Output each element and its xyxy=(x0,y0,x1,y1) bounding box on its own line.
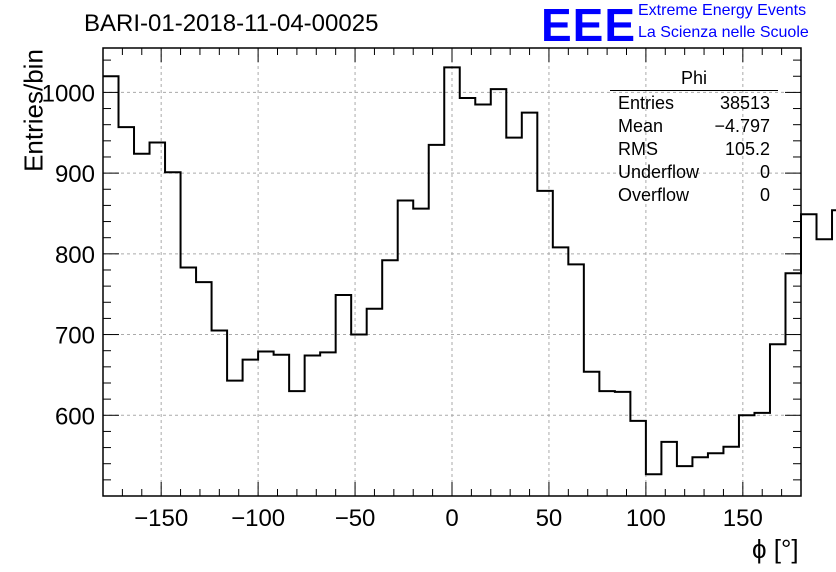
stats-label: Entries xyxy=(618,93,675,113)
histogram-bin xyxy=(150,142,166,496)
histogram-bin xyxy=(584,372,600,496)
logo-line-1: Extreme Energy Events xyxy=(638,2,807,19)
y-tick-label: 1000 xyxy=(42,80,95,107)
histogram-bin xyxy=(661,442,677,496)
histogram-bin xyxy=(165,172,181,496)
histogram-bin xyxy=(491,89,507,496)
stats-value: 38513 xyxy=(719,93,770,113)
histogram-line xyxy=(103,66,836,476)
histogram-bin xyxy=(336,295,352,496)
histogram-bin xyxy=(522,113,538,496)
histogram-bin xyxy=(429,145,445,496)
histogram-bin xyxy=(754,413,770,496)
stats-box: Phi Entries 38513 Mean −4.797 RMS 105.2 … xyxy=(610,68,778,207)
histogram-bin xyxy=(460,98,476,496)
histogram-bin xyxy=(708,453,724,496)
histogram-bin xyxy=(553,247,569,496)
histogram-bin xyxy=(537,191,553,496)
y-tick-label: 900 xyxy=(55,161,95,188)
histogram-bin xyxy=(599,391,615,496)
histogram-bin xyxy=(615,392,631,496)
histogram-bin xyxy=(134,154,150,496)
histogram-bin xyxy=(785,273,801,496)
stats-row-rms: RMS 105.2 xyxy=(610,138,778,161)
histogram-bin xyxy=(817,239,833,496)
histogram-bin xyxy=(506,138,522,496)
stats-row-overflow: Overflow 0 xyxy=(610,184,778,207)
histogram-bin xyxy=(475,105,491,496)
histogram-bin xyxy=(646,474,662,496)
histogram-bin xyxy=(227,381,243,496)
histogram-bin xyxy=(382,260,398,496)
y-tick-label: 800 xyxy=(55,242,95,269)
histogram-bin xyxy=(181,268,197,496)
x-tick-label: 100 xyxy=(626,505,666,532)
histogram-bin xyxy=(367,309,383,496)
stats-row-mean: Mean −4.797 xyxy=(610,115,778,138)
stats-label: Underflow xyxy=(618,162,700,182)
histogram-bin xyxy=(692,457,708,496)
histogram-bin xyxy=(320,352,336,496)
histogram-bin xyxy=(568,264,584,496)
x-tick-label: 0 xyxy=(445,505,458,532)
y-axis-label: Entries/bin xyxy=(18,49,49,172)
chart-title: BARI-01-2018-11-04-00025 xyxy=(84,10,379,37)
x-tick-label: −150 xyxy=(134,505,188,532)
stats-label: Overflow xyxy=(618,185,690,205)
histogram-bin xyxy=(739,415,755,496)
x-tick-label: 50 xyxy=(536,505,563,532)
y-tick-label: 600 xyxy=(55,403,95,430)
stats-value: 105.2 xyxy=(724,139,770,159)
histogram-bin xyxy=(351,335,367,496)
histogram-bin xyxy=(444,67,460,496)
histogram-bin xyxy=(398,201,414,496)
x-tick-label: 150 xyxy=(723,505,763,532)
y-tick-label: 700 xyxy=(55,323,95,350)
stats-value: 0 xyxy=(759,185,770,205)
stats-value: 0 xyxy=(759,162,770,182)
stats-value: −4.797 xyxy=(714,116,770,136)
stats-label: RMS xyxy=(618,139,658,159)
histogram-bin xyxy=(305,356,321,496)
histogram-bin xyxy=(413,209,429,496)
histogram-bin xyxy=(677,466,693,496)
stats-row-entries: Entries 38513 xyxy=(610,92,778,115)
histogram-bin xyxy=(103,76,119,496)
x-axis-label: ϕ [°] xyxy=(752,534,799,564)
histogram-bin xyxy=(832,210,836,496)
histogram-bin xyxy=(289,391,305,496)
histogram-bin xyxy=(801,214,817,496)
histogram-bin xyxy=(212,331,228,496)
x-tick-label: −50 xyxy=(335,505,376,532)
stats-name: Phi xyxy=(610,68,778,91)
eee-logo: EEE xyxy=(541,0,637,51)
histogram-bin xyxy=(119,127,135,496)
x-tick-label: −100 xyxy=(231,505,285,532)
histogram-bin xyxy=(723,447,739,496)
histogram-bin xyxy=(258,352,274,496)
histogram-bin xyxy=(243,360,259,496)
histogram-bin xyxy=(770,344,786,496)
histogram-bin xyxy=(630,421,646,496)
stats-row-underflow: Underflow 0 xyxy=(610,161,778,184)
stats-label: Mean xyxy=(618,116,664,136)
histogram-bin xyxy=(274,355,290,496)
histogram-bin xyxy=(196,282,212,496)
logo-line-2: La Scienza nelle Scuole xyxy=(638,24,809,41)
